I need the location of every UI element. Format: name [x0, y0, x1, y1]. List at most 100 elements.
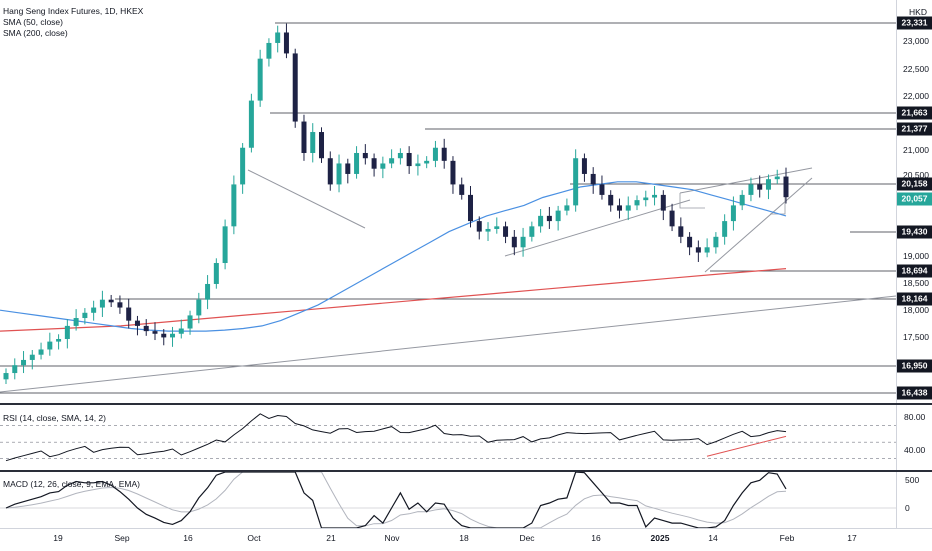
rsi-axis[interactable]: 80.00 40.00	[896, 405, 932, 470]
macd-axis[interactable]: 500 0	[896, 472, 932, 528]
time-tick-label: 16	[183, 533, 193, 543]
sma50-line	[0, 181, 787, 332]
macd-pane[interactable]: MACD (12, 26, close, 9, EMA, EMA)	[0, 472, 896, 528]
candle-body	[511, 236, 517, 248]
price-tag[interactable]: 20,057	[897, 192, 932, 206]
price-chart[interactable]	[0, 0, 896, 403]
candle-body	[3, 373, 9, 380]
candle-body	[161, 333, 167, 338]
macd-chart[interactable]	[0, 472, 896, 528]
candle-body	[56, 338, 62, 342]
candle-body	[222, 226, 228, 264]
price-tick-label: 20,500	[903, 170, 929, 180]
macd-tick-label: 500	[905, 475, 920, 485]
candle-body	[231, 184, 237, 227]
rsi-trend-line	[706, 435, 787, 457]
candle-body	[266, 42, 272, 59]
candle-body	[652, 194, 658, 198]
rsi-pane[interactable]: RSI (14, close, SMA, 14, 2)	[0, 405, 896, 470]
candle-body	[467, 194, 473, 222]
macd-legend[interactable]: MACD (12, 26, close, 9, EMA, EMA)	[3, 479, 140, 489]
rsi-line	[5, 413, 787, 462]
time-tick-label: Oct	[247, 533, 261, 543]
time-tick-label: 14	[708, 533, 718, 543]
candle-body	[625, 205, 631, 211]
candle-body	[765, 179, 771, 190]
trend-line	[679, 167, 813, 194]
candle-body	[555, 210, 561, 222]
candle-body	[354, 152, 360, 174]
candle-body	[187, 315, 193, 329]
candle-body	[713, 236, 719, 248]
candle-body	[319, 132, 325, 159]
candle-body	[240, 147, 246, 185]
candle-body	[529, 226, 535, 237]
candle-body	[538, 215, 544, 227]
candle-body	[21, 359, 27, 366]
time-tick-label: 21	[326, 533, 336, 543]
candle-body	[47, 341, 53, 350]
price-tag[interactable]: 20,158	[897, 177, 932, 191]
candle-body	[432, 147, 438, 161]
candle-body	[722, 221, 728, 237]
price-tag[interactable]: 19,430	[897, 225, 932, 239]
candle-body	[248, 100, 254, 148]
candle-body	[546, 215, 552, 222]
candle-body	[275, 32, 281, 43]
price-tag[interactable]: 16,950	[897, 359, 932, 373]
sma200-label[interactable]: SMA (200, close)	[3, 28, 68, 38]
rsi-legend[interactable]: RSI (14, close, SMA, 14, 2)	[3, 413, 106, 423]
candle-body	[178, 328, 184, 334]
pane-separator-2[interactable]	[0, 470, 932, 472]
candle-body	[213, 263, 219, 284]
price-tag[interactable]: 16,438	[897, 386, 932, 400]
candle-body	[608, 194, 614, 206]
candle-body	[91, 307, 97, 313]
candle-body	[292, 53, 298, 122]
candle-body	[73, 318, 79, 326]
price-tag[interactable]: 21,663	[897, 106, 932, 120]
price-tag[interactable]: 21,377	[897, 122, 932, 136]
candle-body	[616, 205, 622, 211]
candle-body	[257, 58, 263, 101]
candle-body	[476, 221, 482, 232]
time-tick-label: Dec	[519, 533, 535, 543]
candle-body	[415, 163, 421, 167]
price-tag[interactable]: 18,164	[897, 292, 932, 306]
price-tag[interactable]: 23,331	[897, 16, 932, 30]
candle-body	[634, 200, 640, 206]
candle-body	[301, 121, 307, 153]
price-tick-label: 23,000	[903, 36, 929, 46]
candle-body	[424, 160, 430, 164]
symbol-label[interactable]: Hang Seng Index Futures, 1D, HKEX	[3, 6, 144, 16]
price-tick-label: 21,000	[903, 145, 929, 155]
price-pane[interactable]: Hang Seng Index Futures, 1D, HKEX SMA (5…	[0, 0, 896, 403]
candle-body	[38, 349, 44, 355]
price-tick-label: 18,500	[903, 278, 929, 288]
candle-body	[459, 184, 465, 195]
candle-body	[450, 160, 456, 185]
candle-body	[503, 226, 509, 237]
candle-body	[170, 333, 176, 338]
rsi-chart[interactable]	[0, 405, 896, 470]
price-tick-label: 22,000	[903, 91, 929, 101]
candle-body	[117, 302, 123, 308]
price-tick-label: 18,000	[903, 305, 929, 315]
candle-body	[687, 236, 693, 248]
candle-body	[99, 299, 105, 308]
candle-body	[389, 158, 395, 164]
candle-body	[397, 152, 403, 159]
price-tick-label: 22,500	[903, 64, 929, 74]
candle-body	[573, 158, 579, 206]
candle-body	[205, 283, 211, 300]
candle-body	[327, 158, 333, 185]
candle-body	[126, 307, 132, 321]
pane-separator[interactable]	[0, 403, 932, 405]
candle-body	[581, 158, 587, 174]
time-tick-label: Feb	[779, 533, 795, 543]
sma50-label[interactable]: SMA (50, close)	[3, 17, 63, 27]
price-tag[interactable]: 18,694	[897, 264, 932, 278]
candle-body	[310, 132, 316, 153]
time-axis[interactable]	[0, 528, 932, 551]
candle-body	[196, 299, 202, 316]
